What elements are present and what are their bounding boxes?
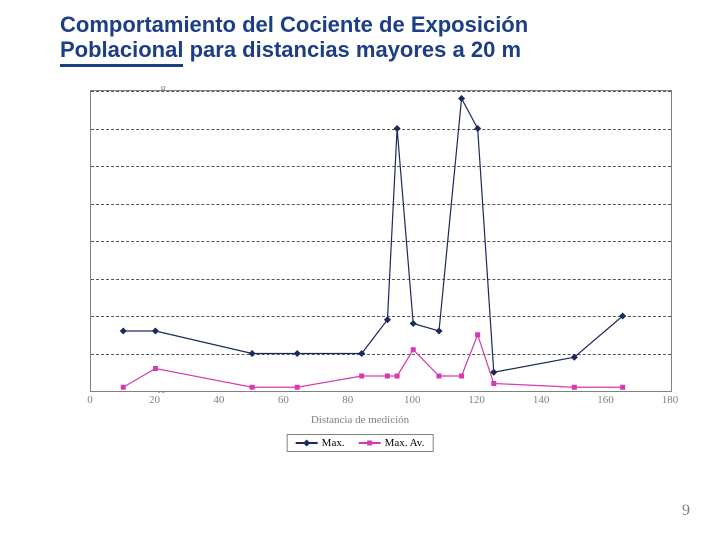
title-line-2b: para distancias mayores a 20 m	[183, 37, 521, 62]
diamond-marker-icon	[303, 439, 310, 446]
page-number: 9	[682, 502, 690, 520]
legend-swatch-max	[296, 442, 318, 444]
chart-container: Cociente de Exposición Poblacional (%) .…	[30, 90, 690, 470]
legend-label-max-av: Max. Av.	[385, 437, 425, 449]
legend-swatch-max-av	[359, 442, 381, 444]
legend-label-max: Max.	[322, 437, 345, 449]
square-marker-icon	[367, 441, 372, 446]
plot-area	[90, 90, 672, 392]
legend-item-max-av: Max. Av.	[359, 437, 425, 449]
title-line-1: Comportamiento del Cociente de Exposició…	[60, 12, 528, 37]
x-axis-label: Distancia de medición	[30, 414, 690, 426]
chart-title: Comportamiento del Cociente de Exposició…	[60, 12, 700, 67]
legend: Max. Max. Av.	[287, 434, 434, 452]
title-line-2a: Poblacional	[60, 37, 183, 66]
plot-svg	[91, 91, 671, 391]
legend-item-max: Max.	[296, 437, 345, 449]
